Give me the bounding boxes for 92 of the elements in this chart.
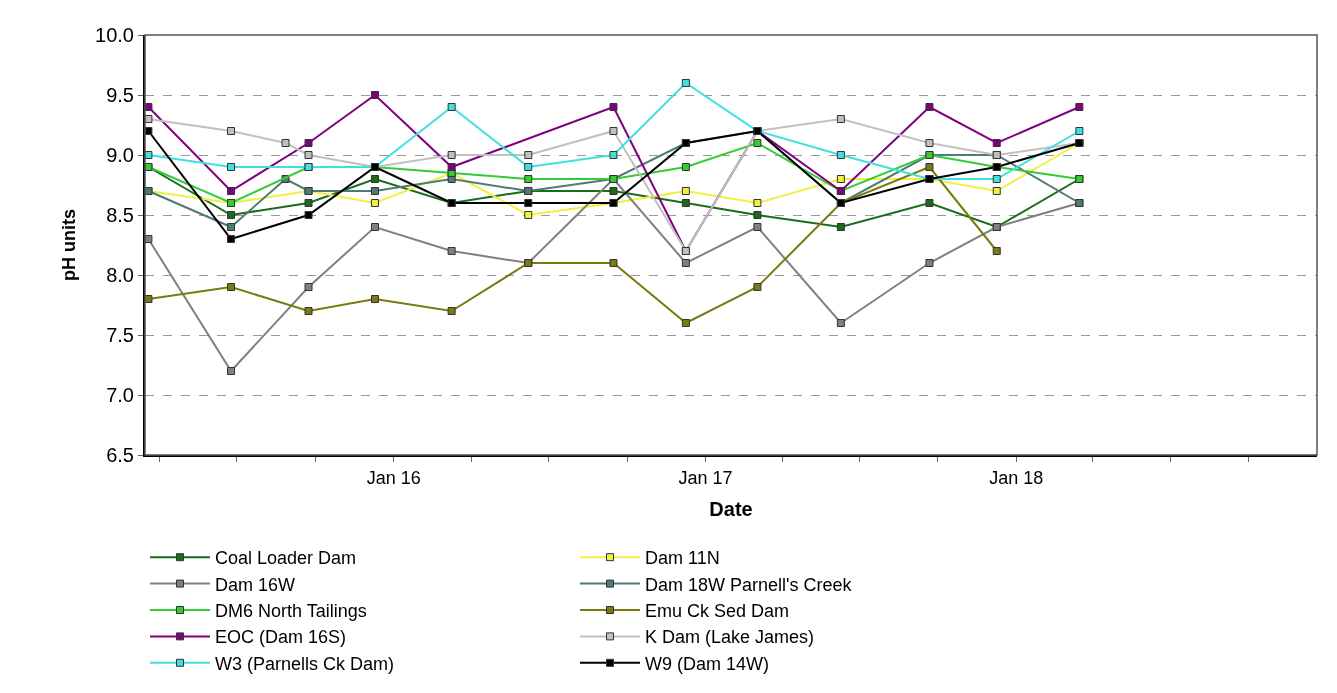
y-axis-title: pH units xyxy=(58,209,79,281)
point xyxy=(281,139,290,147)
point xyxy=(370,199,379,207)
point xyxy=(524,175,533,183)
legend-label: EOC (Dam 16S) xyxy=(215,627,347,648)
point xyxy=(992,187,1001,195)
point xyxy=(609,103,618,111)
point xyxy=(447,103,456,111)
y-tick-label: 6.5 xyxy=(106,444,134,466)
legend-label: Dam 18W Parnell's Creek xyxy=(645,574,853,595)
point xyxy=(992,139,1001,147)
y-tick-label: 10.0 xyxy=(95,24,134,46)
x-axis-title: Date xyxy=(709,497,753,520)
point xyxy=(992,175,1001,183)
point xyxy=(370,295,379,303)
point xyxy=(609,127,618,135)
point xyxy=(753,283,762,291)
point xyxy=(753,223,762,231)
point xyxy=(681,187,690,195)
point xyxy=(992,247,1001,255)
point xyxy=(524,211,533,219)
point xyxy=(304,211,313,219)
point xyxy=(753,139,762,147)
legend-label: W3 (Parnells Ck Dam) xyxy=(215,653,395,674)
point xyxy=(681,79,690,87)
point xyxy=(609,151,618,159)
point xyxy=(447,151,456,159)
point xyxy=(227,211,236,219)
point xyxy=(524,163,533,171)
legend-label: W9 (Dam 14W) xyxy=(645,653,770,674)
point xyxy=(304,307,313,315)
point xyxy=(370,187,379,195)
point xyxy=(609,187,618,195)
y-tick-label: 9.5 xyxy=(106,84,134,106)
point xyxy=(227,127,236,135)
point xyxy=(227,367,236,375)
point xyxy=(304,199,313,207)
point xyxy=(1075,127,1084,135)
point xyxy=(227,187,236,195)
x-tick-label: Jan 18 xyxy=(989,467,1044,488)
point xyxy=(609,259,618,267)
point xyxy=(145,115,153,123)
point xyxy=(681,199,690,207)
point xyxy=(145,103,153,111)
point xyxy=(370,91,379,99)
point xyxy=(447,247,456,255)
point xyxy=(145,235,153,243)
point xyxy=(925,139,934,147)
point xyxy=(304,283,313,291)
point xyxy=(524,199,533,207)
x-tick-label: Jan 17 xyxy=(678,467,733,488)
x-tick-label: Jan 16 xyxy=(366,467,421,488)
point xyxy=(836,115,845,123)
legend-label: Dam 11N xyxy=(645,548,720,569)
point xyxy=(227,235,236,243)
point xyxy=(925,259,934,267)
legend-label: DM6 North Tailings xyxy=(215,601,367,622)
point xyxy=(681,319,690,327)
point xyxy=(836,151,845,159)
point xyxy=(145,151,153,159)
point xyxy=(145,295,153,303)
point xyxy=(925,199,934,207)
legend-label: Emu Ck Sed Dam xyxy=(645,601,790,622)
y-tick-label: 8.0 xyxy=(106,264,134,286)
point xyxy=(145,127,153,135)
point xyxy=(227,283,236,291)
point xyxy=(370,223,379,231)
point xyxy=(925,103,934,111)
y-tick-label: 7.5 xyxy=(106,324,134,346)
point xyxy=(836,175,845,183)
legend-label: K Dam (Lake James) xyxy=(645,627,815,648)
point xyxy=(447,307,456,315)
point xyxy=(524,151,533,159)
point xyxy=(227,223,236,231)
point xyxy=(227,163,236,171)
point xyxy=(304,151,313,159)
point xyxy=(836,319,845,327)
point xyxy=(1075,103,1084,111)
point xyxy=(370,175,379,183)
y-tick-label: 8.5 xyxy=(106,204,134,226)
point xyxy=(753,199,762,207)
point xyxy=(447,163,456,171)
point xyxy=(753,211,762,219)
y-tick-label: 9.0 xyxy=(106,144,134,166)
point xyxy=(836,223,845,231)
legend-label: Coal Loader Dam xyxy=(215,548,357,569)
legend-label: Dam 16W xyxy=(215,574,296,595)
point xyxy=(925,163,934,171)
point xyxy=(681,259,690,267)
y-tick-label: 7.0 xyxy=(106,384,134,406)
point xyxy=(681,163,690,171)
point xyxy=(304,139,313,147)
